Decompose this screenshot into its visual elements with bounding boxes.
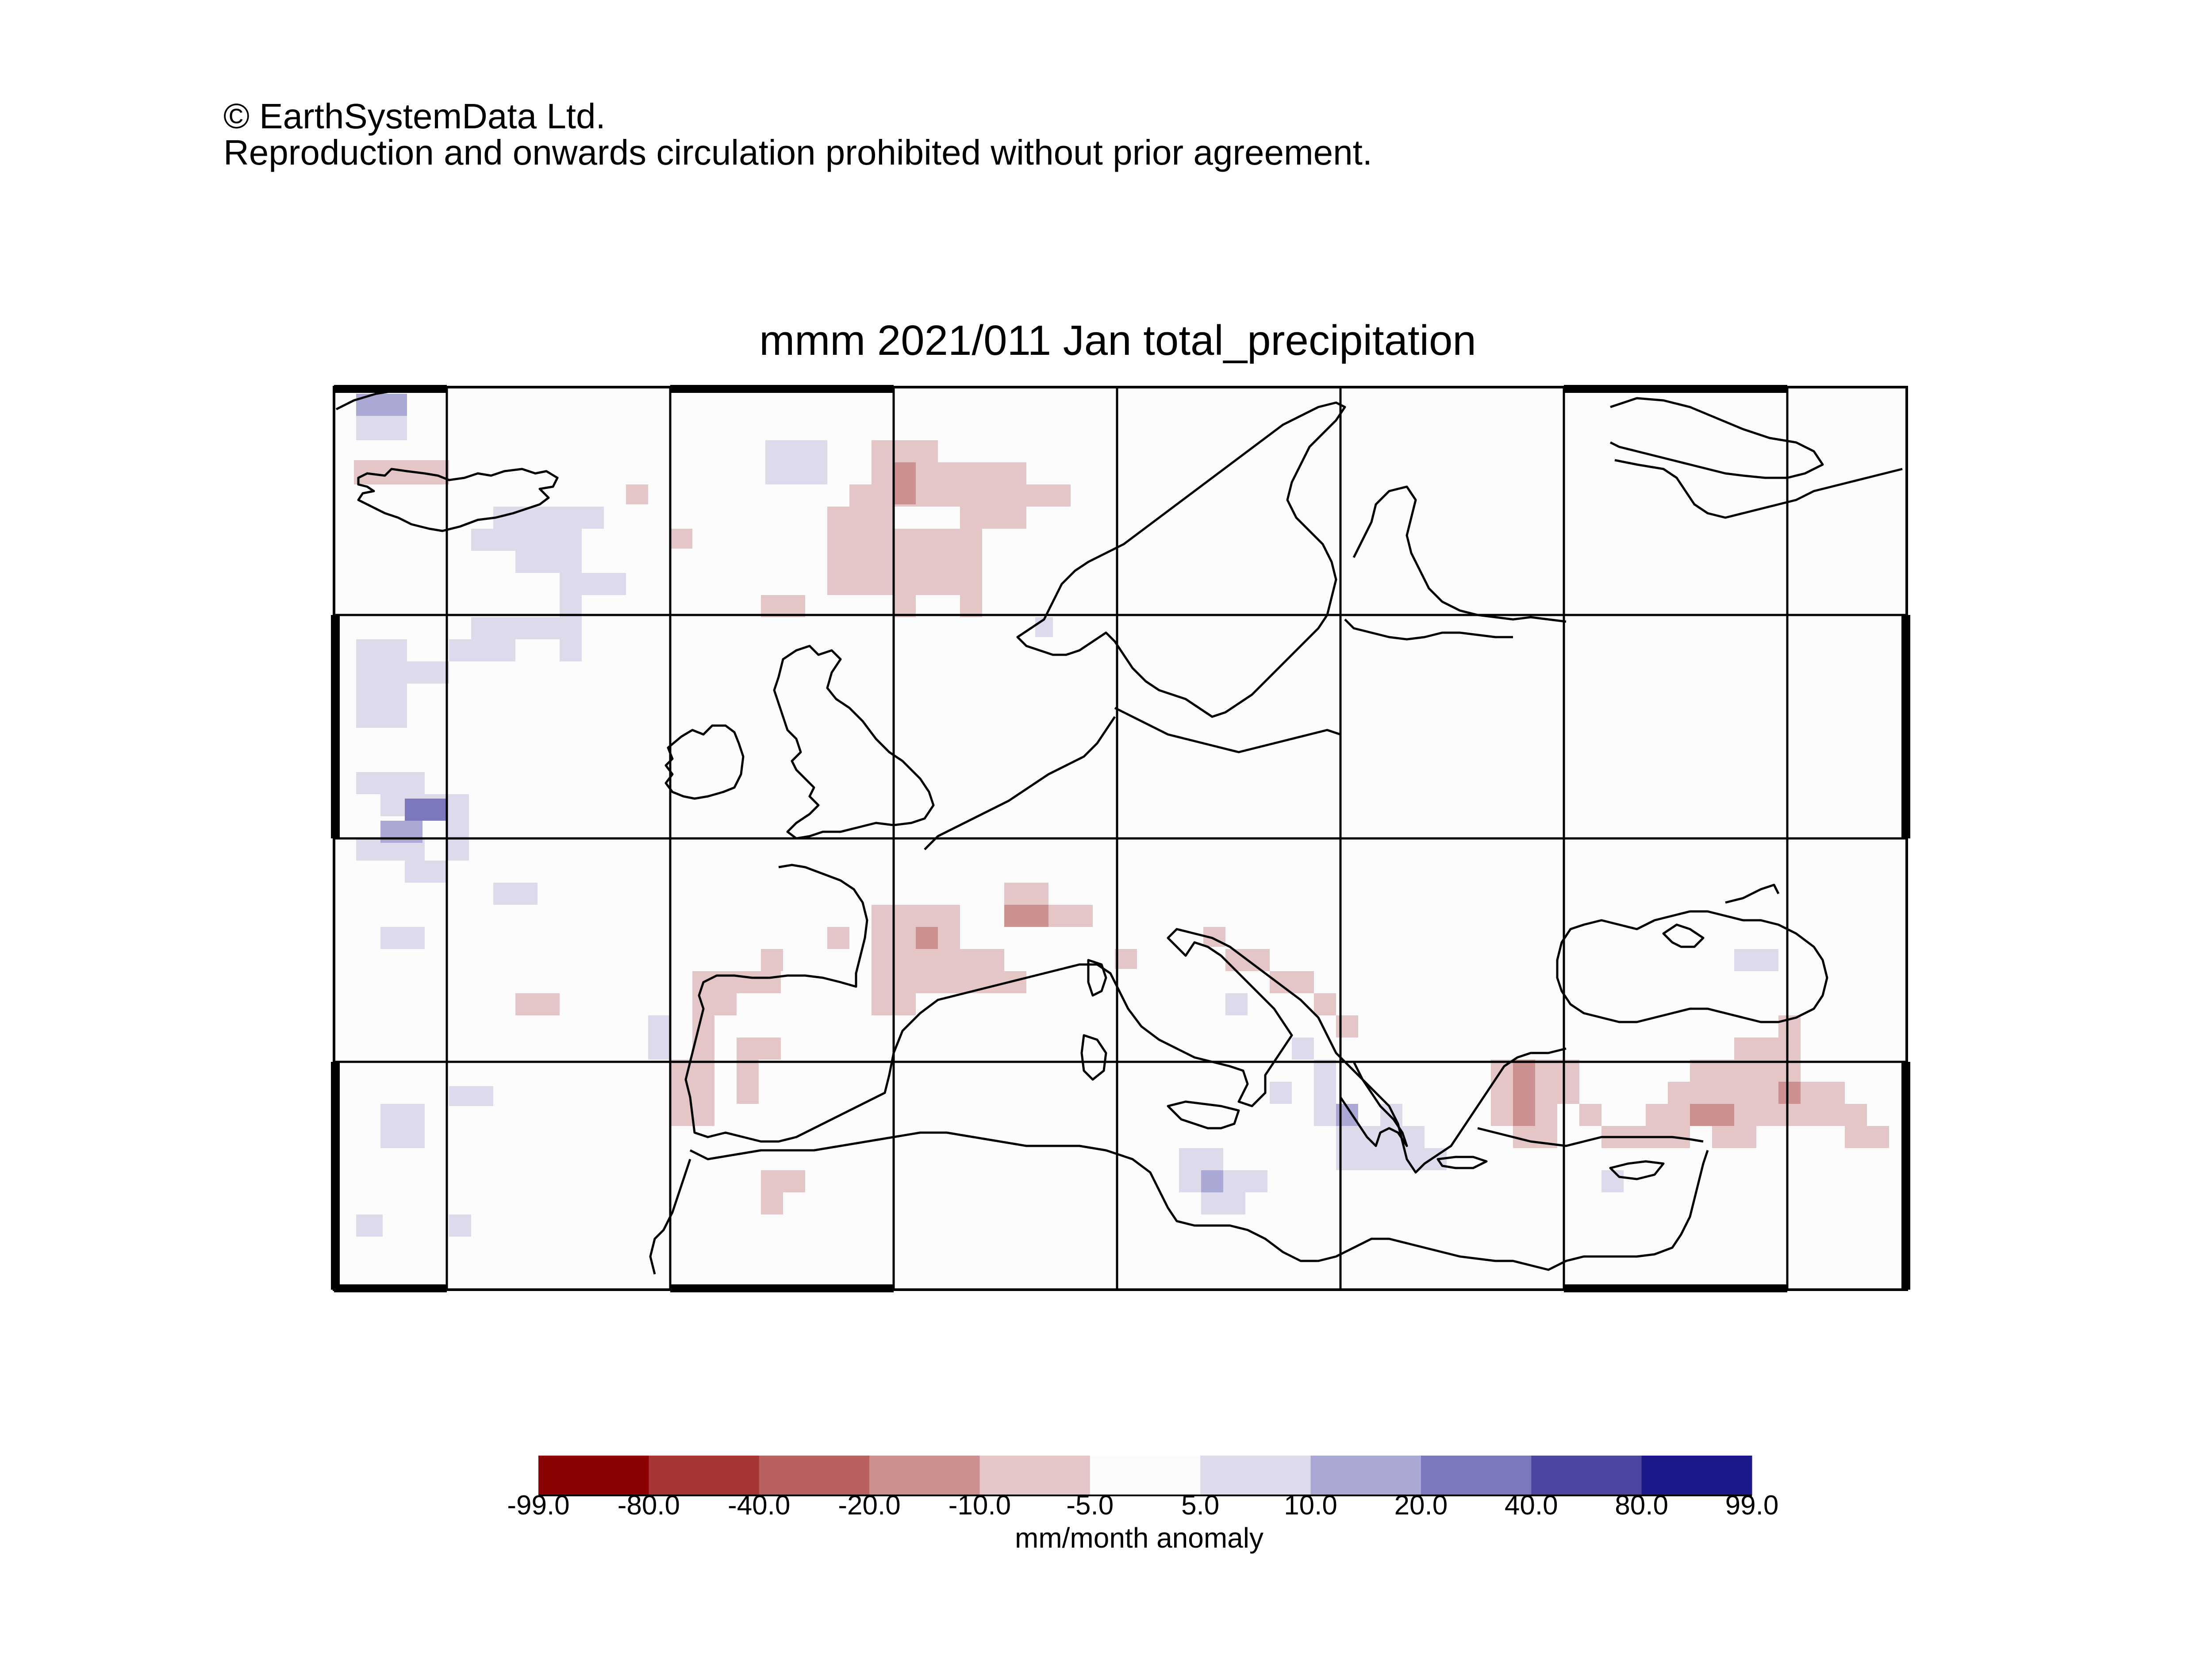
copyright-notice: © EarthSystemData Ltd. Reproduction and …: [223, 98, 1372, 171]
colorbar-tick-label: 99.0: [1725, 1490, 1779, 1521]
colorbar-tick-label: 10.0: [1284, 1490, 1337, 1521]
colorbar: [538, 1456, 1752, 1496]
colorbar-tick-label: -20.0: [838, 1490, 901, 1521]
colorbar-tick-label: 20.0: [1394, 1490, 1448, 1521]
colorbar-units-label: mm/month anomaly: [1015, 1522, 1263, 1554]
colorbar-swatch: [538, 1456, 649, 1495]
copyright-line-2: Reproduction and onwards circulation pro…: [223, 133, 1373, 172]
colorbar-swatch: [1421, 1456, 1532, 1495]
graticule: [334, 387, 1907, 1290]
colorbar-tick-label: -99.0: [507, 1490, 570, 1521]
colorbar-tick-label: -5.0: [1066, 1490, 1114, 1521]
colorbar-tick-label: -40.0: [728, 1490, 791, 1521]
colorbar-tick-label: 40.0: [1504, 1490, 1558, 1521]
copyright-line-1: © EarthSystemData Ltd.: [223, 96, 606, 136]
map-frame: [331, 385, 1910, 1292]
colorbar-swatch: [1531, 1456, 1642, 1495]
colorbar-swatch: [1310, 1456, 1421, 1495]
anomaly-raster: [354, 394, 1889, 1237]
map-title: mmm 2021/011 Jan total_precipitation: [759, 317, 1476, 364]
colorbar-swatch: [1200, 1456, 1311, 1495]
colorbar-tick-label: 80.0: [1615, 1490, 1668, 1521]
colorbar-swatch: [759, 1456, 870, 1495]
colorbar-tick-label: 5.0: [1181, 1490, 1220, 1521]
colorbar-swatch: [649, 1456, 760, 1495]
colorbar-swatch: [869, 1456, 980, 1495]
colorbar-swatch: [1090, 1456, 1201, 1495]
coastlines: [335, 388, 1903, 1275]
colorbar-tick-label: -10.0: [948, 1490, 1011, 1521]
colorbar-tick-label: -80.0: [617, 1490, 680, 1521]
colorbar-swatch: [979, 1456, 1091, 1495]
colorbar-swatch: [1641, 1456, 1752, 1495]
